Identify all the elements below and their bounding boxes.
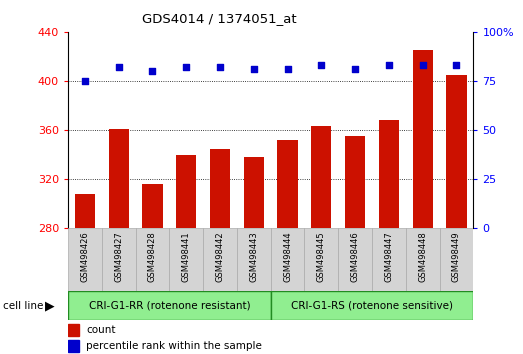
Text: GSM498449: GSM498449	[452, 232, 461, 282]
Point	[216, 64, 224, 70]
Bar	[102, 228, 135, 292]
Bar	[244, 157, 264, 228]
Point	[115, 64, 123, 70]
Text: GSM498448: GSM498448	[418, 232, 427, 282]
Text: GSM498447: GSM498447	[384, 232, 393, 282]
Point	[452, 62, 461, 68]
Text: CRI-G1-RR (rotenone resistant): CRI-G1-RR (rotenone resistant)	[88, 301, 250, 311]
Bar	[413, 50, 433, 228]
Bar	[109, 129, 129, 228]
Bar	[237, 228, 271, 292]
Text: GSM498446: GSM498446	[350, 232, 360, 282]
Bar	[277, 140, 298, 228]
Bar	[135, 228, 169, 292]
Point	[81, 78, 89, 84]
Bar	[75, 194, 95, 228]
Text: GSM498427: GSM498427	[114, 232, 123, 282]
Point	[317, 62, 325, 68]
Text: GSM498442: GSM498442	[215, 232, 224, 282]
Point	[283, 66, 292, 72]
Text: percentile rank within the sample: percentile rank within the sample	[86, 341, 262, 352]
Text: GDS4014 / 1374051_at: GDS4014 / 1374051_at	[142, 12, 297, 25]
Bar	[68, 228, 102, 292]
Bar	[203, 228, 237, 292]
Bar	[210, 149, 230, 228]
Point	[249, 66, 258, 72]
Bar	[68, 324, 79, 336]
Bar	[68, 340, 79, 353]
Point	[148, 68, 156, 74]
Text: GSM498444: GSM498444	[283, 232, 292, 282]
Bar	[345, 136, 365, 228]
Bar	[406, 228, 439, 292]
Bar	[169, 228, 203, 292]
Text: count: count	[86, 325, 116, 336]
Text: CRI-G1-RS (rotenone sensitive): CRI-G1-RS (rotenone sensitive)	[291, 301, 453, 311]
Bar	[271, 228, 304, 292]
Text: GSM498445: GSM498445	[317, 232, 326, 282]
Text: ▶: ▶	[46, 299, 55, 312]
Text: GSM498428: GSM498428	[148, 232, 157, 282]
Point	[418, 62, 427, 68]
Point	[182, 64, 190, 70]
Point	[351, 66, 359, 72]
Text: GSM498426: GSM498426	[81, 232, 89, 282]
Bar	[271, 291, 473, 320]
Bar	[68, 291, 271, 320]
Bar	[338, 228, 372, 292]
Bar	[304, 228, 338, 292]
Bar	[176, 155, 196, 228]
Text: cell line: cell line	[3, 301, 43, 311]
Bar	[311, 126, 332, 228]
Text: GSM498441: GSM498441	[181, 232, 191, 282]
Bar	[142, 184, 163, 228]
Text: GSM498443: GSM498443	[249, 232, 258, 282]
Bar	[446, 75, 467, 228]
Bar	[439, 228, 473, 292]
Point	[385, 62, 393, 68]
Bar	[372, 228, 406, 292]
Bar	[379, 120, 399, 228]
